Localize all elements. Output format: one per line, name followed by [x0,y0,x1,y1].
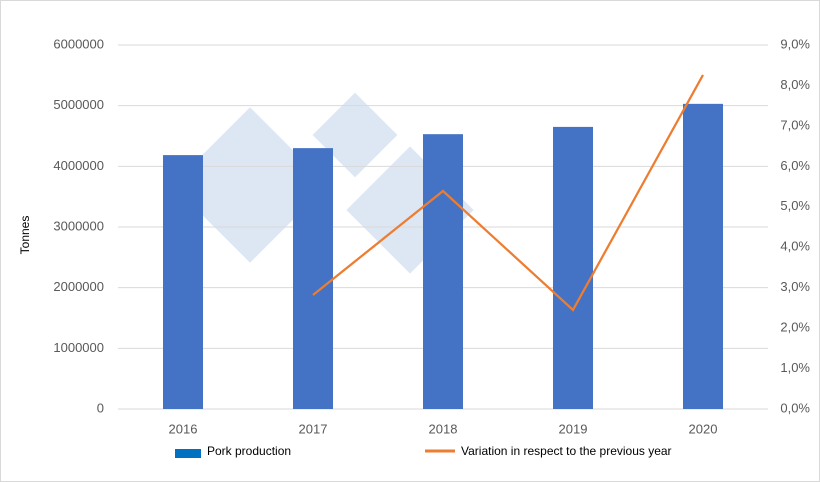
legend-label: Pork production [207,444,291,458]
y-axis-label: Tonnes [18,216,32,255]
bar [293,148,333,409]
bar [553,126,593,410]
y2-tick-label: 1,0% [780,360,810,375]
y-tick-label: 6000000 [53,36,104,51]
y2-tick-label: 6,0% [780,158,810,173]
y2-tick-label: 7,0% [780,117,810,132]
x-tick-label: 2019 [559,421,588,436]
y-tick-label: 1000000 [53,340,104,355]
y-tick-label: 2000000 [53,279,104,294]
y2-tick-label: 9,0% [780,36,810,51]
y-tick-label: 5000000 [53,97,104,112]
x-tick-label: 2018 [429,421,458,436]
legend-swatch [175,449,201,458]
y-tick-label: 0 [97,400,104,415]
y2-tick-label: 2,0% [780,320,810,335]
legend-label: Variation in respect to the previous yea… [461,444,672,458]
y-tick-label: 4000000 [53,158,104,173]
x-tick-label: 2020 [689,421,718,436]
y2-tick-label: 4,0% [780,239,810,254]
y-tick-label: 3000000 [53,218,104,233]
y2-tick-label: 3,0% [780,279,810,294]
y2-tick-label: 8,0% [780,77,810,92]
bar [163,155,203,409]
bar [423,134,463,409]
bar [683,103,723,409]
line [312,74,704,312]
x-tick-label: 2017 [299,421,328,436]
x-tick-label: 2016 [169,421,198,436]
y2-tick-label: 5,0% [780,198,810,213]
y2-tick-label: 0,0% [780,400,810,415]
